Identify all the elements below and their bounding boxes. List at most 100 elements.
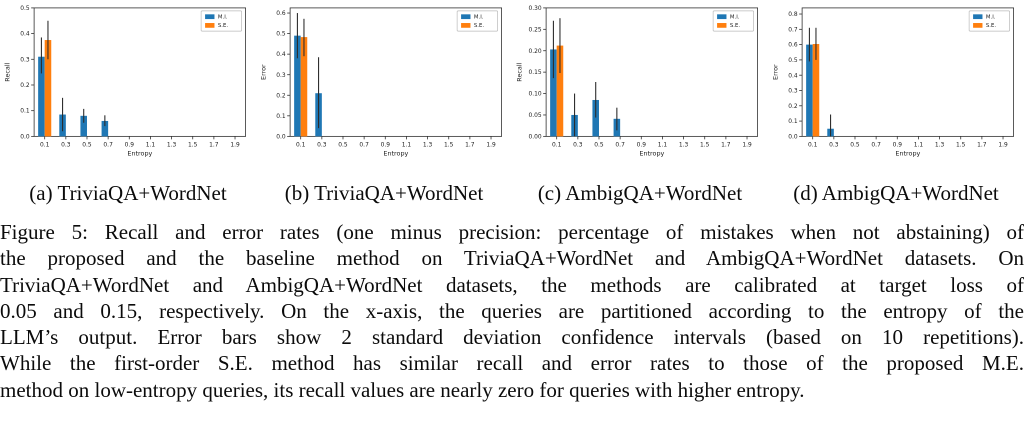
- svg-text:0.1: 0.1: [296, 143, 306, 149]
- svg-text:0.3: 0.3: [573, 143, 583, 149]
- svg-text:0.9: 0.9: [893, 143, 903, 149]
- svg-text:0.05: 0.05: [529, 113, 542, 119]
- svg-text:1.3: 1.3: [679, 143, 689, 149]
- bar-chart-error-ambigqa: 0.0 0.1 0.2 0.3 0.4 0.5 0.6 0.7 0.8 0.1 0.3 0.5 0.7 0…: [769, 0, 1023, 168]
- svg-text:0.3: 0.3: [829, 143, 839, 149]
- svg-text:0.10: 0.10: [529, 92, 542, 98]
- svg-text:0.4: 0.4: [20, 32, 30, 38]
- caption-line: 0.05 and 0.15, respectively. On the x-ax…: [0, 298, 1024, 323]
- svg-text:0.5: 0.5: [594, 143, 604, 149]
- subcaption-b: (b) TriviaQA+WordNet: [284, 181, 484, 205]
- svg-text:1.9: 1.9: [742, 143, 752, 149]
- svg-text:1.9: 1.9: [486, 143, 496, 149]
- svg-text:1.5: 1.5: [444, 143, 454, 149]
- svg-text:0.7: 0.7: [103, 143, 113, 149]
- svg-text:0.00: 0.00: [529, 134, 542, 140]
- svg-text:0.7: 0.7: [359, 143, 369, 149]
- svg-text:0.6: 0.6: [788, 43, 798, 49]
- svg-text:0.6: 0.6: [276, 11, 286, 17]
- svg-text:1.1: 1.1: [146, 143, 156, 149]
- svg-text:0.1: 0.1: [788, 119, 798, 125]
- svg-text:1.3: 1.3: [167, 143, 177, 149]
- svg-text:0.15: 0.15: [529, 70, 542, 76]
- svg-text:0.5: 0.5: [788, 58, 798, 64]
- svg-text:0.2: 0.2: [788, 104, 798, 110]
- svg-text:1.1: 1.1: [402, 143, 412, 149]
- svg-text:1.7: 1.7: [209, 143, 219, 149]
- svg-text:0.0: 0.0: [20, 134, 30, 140]
- svg-text:1.7: 1.7: [465, 143, 475, 149]
- bar-chart-error-triviaqa: 0.0 0.1 0.2 0.3 0.4 0.5 0.6 0.1 0.3 0.5 0.7 0.9 1.1 1…: [257, 0, 511, 168]
- bar-chart-recall-ambigqa: 0.00 0.05 0.10 0.15 0.20 0.25 0.30 0.1 0.3 0.5 0.7…: [513, 0, 767, 168]
- svg-text:M.I.: M.I.: [986, 14, 996, 20]
- svg-text:0.5: 0.5: [338, 143, 348, 149]
- figure-5-panel: 0.0 0.1 0.2 0.3 0.4 0.5 0.1 0.3 0.5 0.7 0.9 1.1 1.3 1…: [0, 0, 1024, 403]
- svg-text:0.3: 0.3: [20, 57, 30, 63]
- svg-text:0.5: 0.5: [20, 6, 30, 12]
- chart-cell-a: 0.0 0.1 0.2 0.3 0.4 0.5 0.1 0.3 0.5 0.7 0.9 1.1 1.3 1…: [0, 0, 256, 168]
- figure-caption: Figure 5: Recall and error rates (one mi…: [0, 219, 1024, 403]
- svg-text:0.1: 0.1: [552, 143, 562, 149]
- svg-text:0.2: 0.2: [276, 93, 286, 99]
- subcaptions-row: (a) TriviaQA+WordNet (b) TriviaQA+WordNe…: [0, 182, 1024, 204]
- svg-text:0.1: 0.1: [276, 114, 286, 120]
- svg-text:0.5: 0.5: [276, 32, 286, 38]
- svg-text:1.5: 1.5: [700, 143, 710, 149]
- caption-line: While the first-order S.E. method has si…: [0, 351, 1024, 376]
- svg-text:0.25: 0.25: [529, 27, 542, 33]
- subcaption-d: (d) AmbigQA+WordNet: [793, 181, 999, 205]
- svg-text:0.5: 0.5: [82, 143, 92, 149]
- svg-text:1.5: 1.5: [188, 143, 198, 149]
- svg-text:0.8: 0.8: [788, 12, 798, 18]
- svg-text:Entropy: Entropy: [639, 150, 664, 158]
- svg-text:0.0: 0.0: [276, 134, 286, 140]
- svg-text:0.7: 0.7: [871, 143, 881, 149]
- svg-text:0.9: 0.9: [381, 143, 391, 149]
- svg-text:0.4: 0.4: [276, 52, 286, 58]
- svg-text:0.9: 0.9: [125, 143, 135, 149]
- svg-text:1.7: 1.7: [977, 143, 987, 149]
- svg-text:1.3: 1.3: [935, 143, 945, 149]
- svg-text:1.7: 1.7: [721, 143, 731, 149]
- svg-text:S.E.: S.E.: [730, 23, 740, 29]
- svg-text:M.I.: M.I.: [218, 14, 228, 20]
- svg-text:Recall: Recall: [3, 62, 11, 81]
- charts-row: 0.0 0.1 0.2 0.3 0.4 0.5 0.1 0.3 0.5 0.7 0.9 1.1 1.3 1…: [0, 0, 1024, 168]
- svg-text:0.3: 0.3: [788, 89, 798, 95]
- svg-text:1.9: 1.9: [998, 143, 1008, 149]
- svg-text:0.1: 0.1: [40, 143, 50, 149]
- svg-text:Entropy: Entropy: [383, 150, 408, 158]
- svg-text:0.4: 0.4: [788, 73, 798, 79]
- svg-text:S.E.: S.E.: [986, 23, 996, 29]
- svg-text:M.I.: M.I.: [474, 14, 484, 20]
- svg-text:1.5: 1.5: [956, 143, 966, 149]
- svg-text:S.E.: S.E.: [218, 23, 228, 29]
- chart-cell-b: 0.0 0.1 0.2 0.3 0.4 0.5 0.6 0.1 0.3 0.5 0.7 0.9 1.1 1…: [256, 0, 512, 168]
- svg-text:S.E.: S.E.: [474, 23, 484, 29]
- svg-text:0.30: 0.30: [529, 6, 542, 12]
- svg-text:1.9: 1.9: [230, 143, 240, 149]
- bar-chart-recall-triviaqa: 0.0 0.1 0.2 0.3 0.4 0.5 0.1 0.3 0.5 0.7 0.9 1.1 1.3 1…: [1, 0, 255, 168]
- svg-text:Recall: Recall: [515, 62, 523, 81]
- svg-text:1.3: 1.3: [423, 143, 433, 149]
- svg-text:0.20: 0.20: [529, 49, 542, 55]
- svg-text:1.1: 1.1: [658, 143, 668, 149]
- svg-text:M.I.: M.I.: [730, 14, 740, 20]
- svg-text:0.0: 0.0: [788, 134, 798, 140]
- caption-line: Figure 5: Recall and error rates (one mi…: [0, 220, 1024, 244]
- svg-text:0.2: 0.2: [20, 83, 30, 89]
- svg-text:0.3: 0.3: [61, 143, 71, 149]
- svg-text:0.7: 0.7: [788, 27, 798, 33]
- svg-text:Error: Error: [771, 64, 779, 80]
- svg-text:0.5: 0.5: [850, 143, 860, 149]
- subcaption-a: (a) TriviaQA+WordNet: [29, 181, 227, 205]
- svg-text:0.3: 0.3: [276, 73, 286, 79]
- caption-line: LLM’s output. Error bars show 2 standard…: [0, 325, 1024, 350]
- caption-line: TriviaQA+WordNet and AmbigQA+WordNet dat…: [0, 272, 1024, 297]
- subcaption-c: (c) AmbigQA+WordNet: [537, 181, 743, 205]
- chart-cell-d: 0.0 0.1 0.2 0.3 0.4 0.5 0.6 0.7 0.8 0.1 0.3 0.5 0.7 0…: [768, 0, 1024, 168]
- chart-cell-c: 0.00 0.05 0.10 0.15 0.20 0.25 0.30 0.1 0.3 0.5 0.7…: [512, 0, 768, 168]
- svg-text:Error: Error: [259, 64, 267, 80]
- svg-text:0.1: 0.1: [20, 109, 30, 115]
- svg-text:0.3: 0.3: [317, 143, 327, 149]
